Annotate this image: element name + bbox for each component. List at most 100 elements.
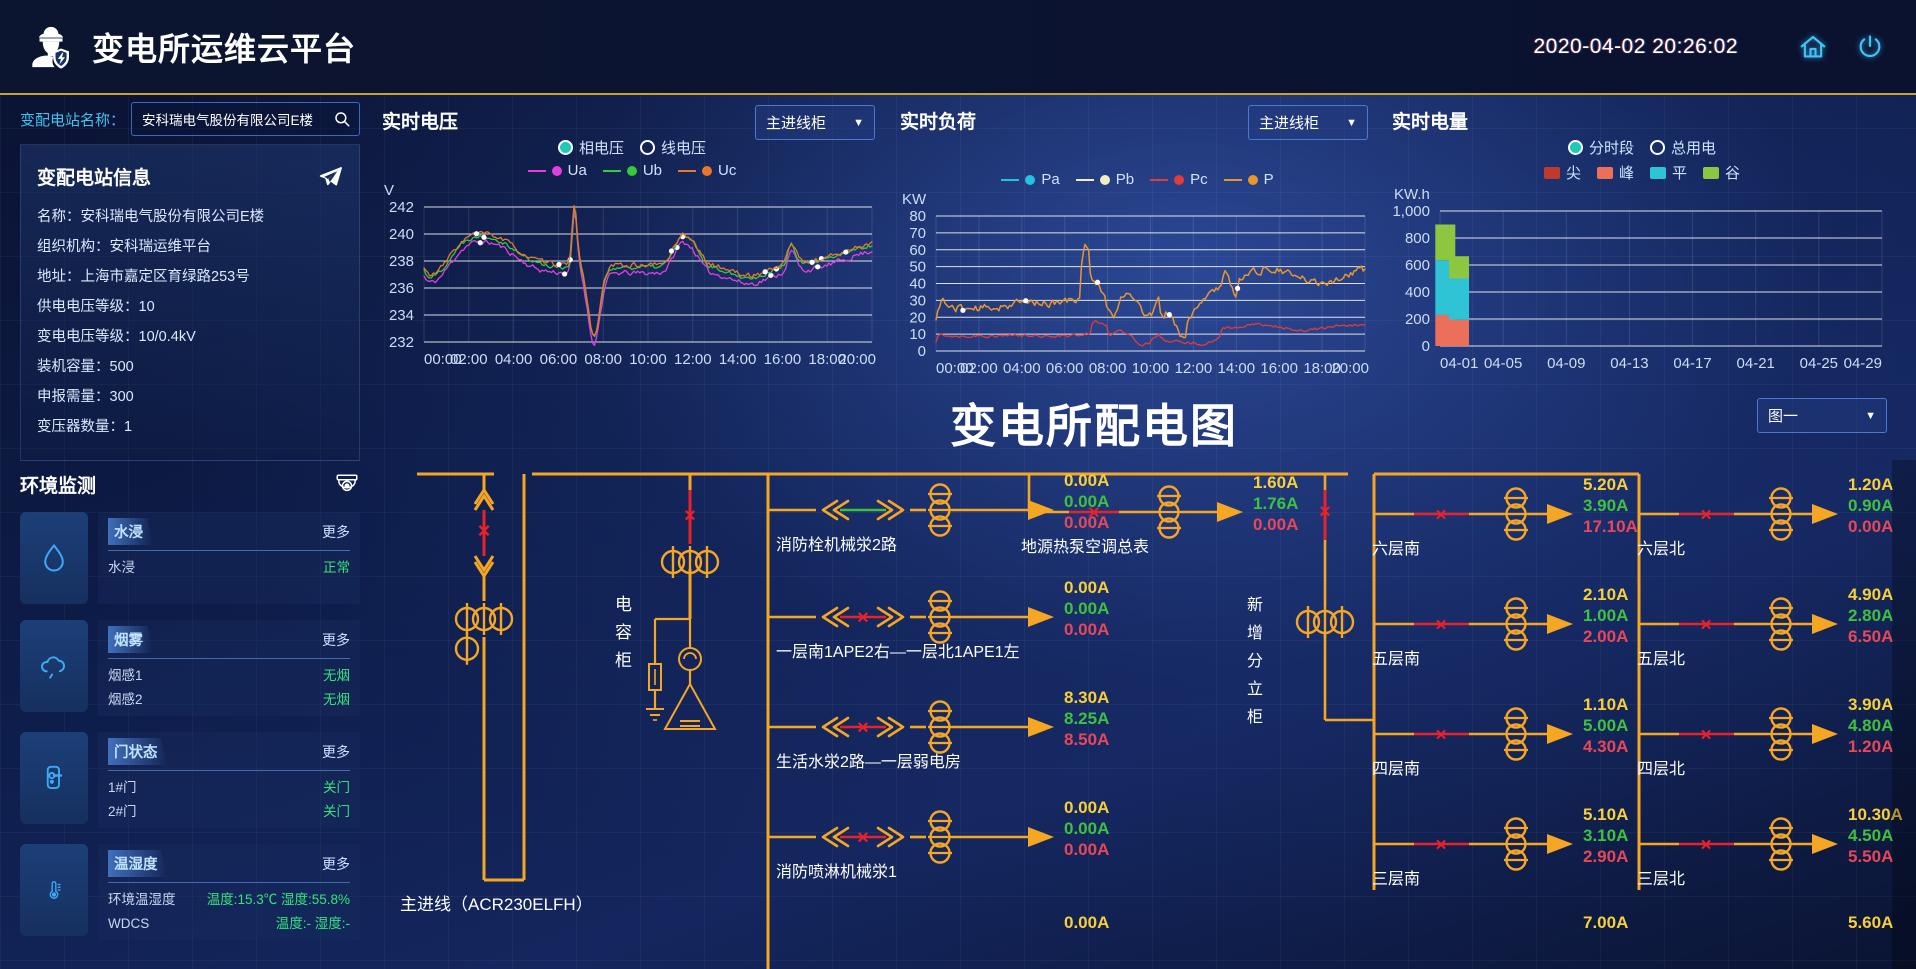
svg-text:×: × (1700, 835, 1711, 856)
svg-text:2.10A: 2.10A (1583, 585, 1628, 604)
svg-text:×: × (857, 607, 869, 629)
svg-text:三层南: 三层南 (1372, 870, 1420, 888)
svg-text:8.30A: 8.30A (1064, 688, 1109, 707)
svg-text:08:00: 08:00 (1089, 360, 1127, 377)
svg-text:04-25: 04-25 (1800, 355, 1838, 372)
svg-text:4.30A: 4.30A (1583, 737, 1628, 756)
svg-text:生活水泶2路—一层弱电房: 生活水泶2路—一层弱电房 (776, 753, 961, 771)
svg-text:电: 电 (615, 595, 632, 614)
svg-text:0.00A: 0.00A (1064, 578, 1109, 597)
svg-text:0.00A: 0.00A (1064, 819, 1109, 838)
svg-text:分: 分 (1247, 652, 1263, 670)
svg-text:六层南: 六层南 (1372, 540, 1420, 558)
svg-text:0.00A: 0.00A (1064, 492, 1109, 511)
svg-text:80: 80 (909, 208, 926, 225)
svg-text:06:00: 06:00 (1046, 360, 1084, 377)
svg-text:8.50A: 8.50A (1064, 730, 1109, 749)
svg-text:04:00: 04:00 (495, 351, 533, 368)
svg-text:×: × (1088, 502, 1100, 524)
svg-text:0.00A: 0.00A (1064, 471, 1109, 490)
svg-text:0.00A: 0.00A (1064, 840, 1109, 859)
svg-text:16:00: 16:00 (1260, 360, 1298, 377)
svg-text:1.60A: 1.60A (1253, 473, 1298, 492)
svg-text:1.10A: 1.10A (1583, 695, 1628, 714)
svg-text:0.00A: 0.00A (1848, 517, 1893, 536)
svg-text:20:00: 20:00 (838, 351, 876, 368)
svg-text:0: 0 (1422, 338, 1430, 355)
svg-text:×: × (1435, 615, 1446, 636)
svg-text:30: 30 (909, 292, 926, 309)
svg-text:02:00: 02:00 (960, 360, 998, 377)
svg-text:容: 容 (615, 623, 632, 642)
svg-text:增: 增 (1247, 624, 1263, 642)
svg-text:五层南: 五层南 (1372, 650, 1420, 668)
svg-text:04-13: 04-13 (1610, 355, 1648, 372)
svg-text:×: × (857, 827, 869, 849)
svg-text:800: 800 (1405, 230, 1430, 247)
svg-text:04-01: 04-01 (1440, 355, 1478, 372)
svg-text:×: × (1700, 615, 1711, 636)
svg-text:0.00A: 0.00A (1064, 513, 1109, 532)
svg-text:5.20A: 5.20A (1583, 475, 1628, 494)
svg-text:40: 40 (909, 276, 926, 293)
svg-text:236: 236 (389, 280, 414, 297)
svg-text:400: 400 (1405, 284, 1430, 301)
svg-text:消防喷淋机械泶1: 消防喷淋机械泶1 (776, 863, 897, 881)
svg-text:2.80A: 2.80A (1848, 606, 1893, 625)
svg-text:2.90A: 2.90A (1583, 847, 1628, 866)
svg-text:×: × (478, 518, 491, 543)
svg-text:×: × (1435, 725, 1446, 746)
svg-text:234: 234 (389, 307, 414, 324)
svg-text:六层北: 六层北 (1637, 540, 1685, 558)
svg-text:一层南1APE2右—一层北1APE1左: 一层南1APE2右—一层北1APE1左 (776, 643, 1020, 661)
svg-text:06:00: 06:00 (540, 351, 578, 368)
svg-text:5.10A: 5.10A (1583, 805, 1628, 824)
svg-text:立: 立 (1247, 680, 1263, 698)
svg-text:232: 232 (389, 334, 414, 351)
svg-text:02:00: 02:00 (450, 351, 488, 368)
svg-text:5.50A: 5.50A (1848, 847, 1893, 866)
svg-text:×: × (1700, 505, 1711, 526)
svg-text:0.00A: 0.00A (1064, 620, 1109, 639)
svg-text:20:00: 20:00 (1331, 360, 1369, 377)
svg-text:四层南: 四层南 (1372, 760, 1420, 778)
svg-text:242: 242 (389, 199, 414, 216)
svg-text:×: × (1319, 501, 1331, 523)
svg-text:×: × (1435, 505, 1446, 526)
svg-text:10: 10 (909, 326, 926, 343)
svg-text:17.10A: 17.10A (1583, 517, 1638, 536)
svg-text:4.50A: 4.50A (1848, 826, 1893, 845)
svg-text:04-21: 04-21 (1737, 355, 1775, 372)
svg-text:4.80A: 4.80A (1848, 716, 1893, 735)
svg-text:2.00A: 2.00A (1583, 627, 1628, 646)
svg-text:04:00: 04:00 (1003, 360, 1041, 377)
svg-text:10:00: 10:00 (629, 351, 667, 368)
svg-text:V: V (384, 185, 394, 199)
svg-text:消防栓机械泶2路: 消防栓机械泶2路 (776, 536, 897, 554)
svg-text:1,000: 1,000 (1392, 203, 1430, 220)
svg-text:新: 新 (1247, 596, 1263, 614)
svg-text:五层北: 五层北 (1637, 650, 1685, 668)
svg-text:KW: KW (902, 194, 927, 208)
svg-text:0.00A: 0.00A (1253, 515, 1298, 534)
svg-text:16:00: 16:00 (764, 351, 802, 368)
svg-text:20: 20 (909, 309, 926, 326)
svg-text:3.90A: 3.90A (1583, 496, 1628, 515)
svg-text:200: 200 (1405, 311, 1430, 328)
svg-text:四层北: 四层北 (1637, 760, 1685, 778)
svg-text:14:00: 14:00 (719, 351, 757, 368)
svg-text:0.00A: 0.00A (1064, 599, 1109, 618)
svg-text:6.50A: 6.50A (1848, 627, 1893, 646)
svg-text:×: × (857, 717, 869, 739)
svg-text:04-29: 04-29 (1844, 355, 1882, 372)
svg-text:3.10A: 3.10A (1583, 826, 1628, 845)
svg-text:地源热泵空调总表: 地源热泵空调总表 (1021, 538, 1149, 556)
svg-text:0.00A: 0.00A (1064, 913, 1109, 932)
svg-text:三层北: 三层北 (1637, 870, 1685, 888)
svg-text:04-05: 04-05 (1484, 355, 1522, 372)
svg-text:5.60A: 5.60A (1848, 913, 1893, 932)
svg-text:0.90A: 0.90A (1848, 496, 1893, 515)
svg-text:10:00: 10:00 (1132, 360, 1170, 377)
svg-text:×: × (1435, 835, 1446, 856)
svg-text:08:00: 08:00 (584, 351, 622, 368)
